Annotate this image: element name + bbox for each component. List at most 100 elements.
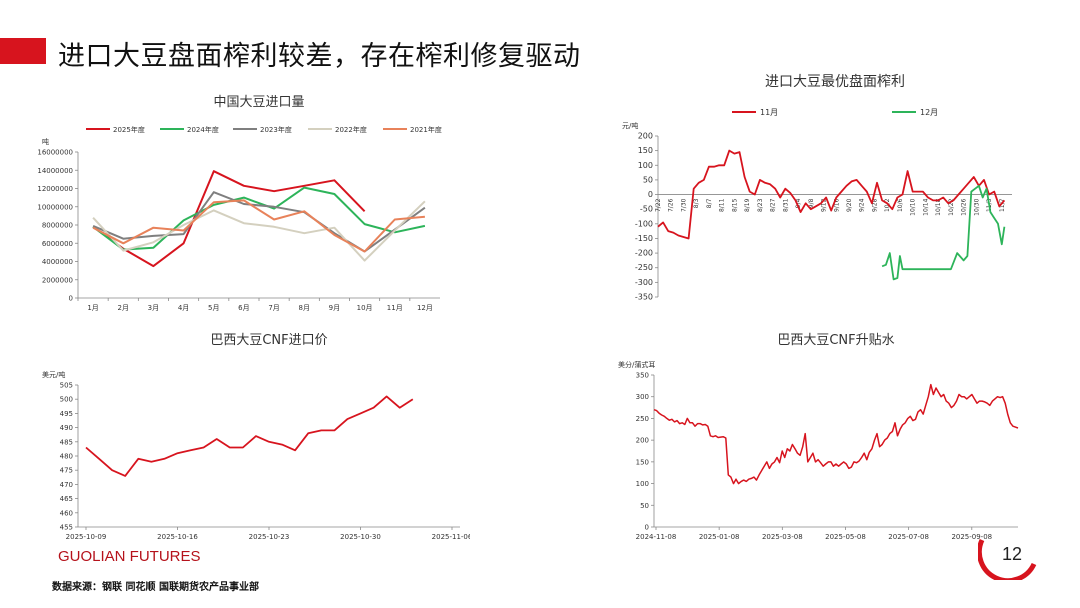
x-tick-label: 8/19 [744,198,751,212]
x-tick-label: 10/10 [910,198,917,215]
y-tick-label: 0 [645,524,649,532]
x-tick-label: 2025-10-23 [249,533,290,541]
y-tick-label: 470 [60,481,73,489]
y-tick-label: -250 [635,263,653,272]
data-source-note: 数据来源：钢联 同花顺 国联期货农产品事业部 [52,582,259,593]
x-tick-label: 9/12 [821,198,828,212]
x-tick-label: 7/26 [668,198,675,212]
page-number: 12 [1001,544,1023,564]
x-tick-label: 8/3 [693,198,700,208]
chart-soy-import-volume: 中国大豆进口量吨 0 2000000 4000000 6000000 8000000 100… [38,92,458,322]
y-tick-label: 465 [60,495,73,503]
x-tick-label: 4月 [178,304,189,312]
series-line-2022年度 [92,200,426,262]
x-tick-label: 9月 [329,304,340,312]
y-tick-label: -150 [635,234,653,243]
x-tick-label: 1月 [87,304,98,312]
x-tick-label: 10/30 [973,198,980,215]
y-tick-label: -350 [635,293,653,302]
chart-title: 进口大豆最优盘面榨利 [765,73,905,90]
y-tick-label: 4000000 [42,258,73,266]
x-tick-label: 9/28 [871,198,878,212]
y-tick-label: 150 [638,146,653,155]
y-tick-label: 200 [636,437,649,445]
series-line-2025年度 [92,170,366,268]
page-number-arc-icon [978,538,1037,580]
x-tick-label: 10/6 [897,198,904,212]
series-line-2024年度 [92,186,426,251]
chart-title: 中国大豆进口量 [213,95,304,110]
x-tick-label: 2月 [118,304,129,312]
y-tick-label: 50 [640,502,649,510]
y-tick-label: -200 [635,249,653,258]
x-tick-label: 11月 [387,304,403,312]
chart-title: 巴西大豆CNF升贴水 [777,333,894,348]
chart-brazil-cnf-price: 巴西大豆CNF进口价 美元/吨 455 460 465 470 475 480 485 490 49… [40,330,470,545]
x-tick-label: 8/31 [782,198,789,212]
x-tick-label: 10/26 [961,198,968,215]
y-axis-unit-label: 美分/蒲式耳 [618,360,655,369]
x-tick-label: 8/23 [757,198,764,212]
y-tick-label: 14000000 [38,167,73,175]
y-tick-label: 16000000 [38,149,73,157]
y-tick-label: 480 [60,453,73,461]
series-line-2021年度 [92,199,425,253]
y-tick-label: 6000000 [42,240,73,248]
x-tick-label: 8/7 [706,198,713,208]
x-tick-label: 2025-10-09 [66,533,107,541]
legend-label: 2022年度 [335,125,367,134]
x-tick-label: 2025-09-08 [951,533,992,541]
x-tick-label: 8月 [299,304,310,312]
chart-crush-margin: 进口大豆最优盘面榨利 元/吨 -350 -300 -250 -200 -150 -100 -50… [620,72,1040,312]
legend-label: 2024年度 [187,125,219,134]
legend-label: 11月 [760,108,778,117]
x-tick-label: 10/18 [935,198,942,215]
y-tick-label: 200 [638,132,653,141]
legend-label: 12月 [920,108,938,117]
x-tick-label: 7月 [268,304,279,312]
y-axis-unit-label: 吨 [42,137,49,146]
y-tick-label: 300 [636,393,649,401]
y-axis-unit-label: 元/吨 [622,121,638,130]
x-tick-label: 9/24 [859,198,866,212]
x-tick-label: 9/20 [846,198,853,212]
y-tick-label: 460 [60,509,73,517]
x-tick-label: 9/8 [808,198,815,208]
series-line-cnf-premium [653,383,1019,485]
series-line-cnf-price [85,395,414,477]
y-tick-label: 50 [643,175,653,184]
x-tick-label: 7/22 [655,198,662,212]
x-tick-label: 2025-05-08 [825,533,866,541]
page-title: 进口大豆盘面榨利较差，存在榨利修复驱动 [58,41,581,72]
x-tick-label: 2025-11-06 [432,533,470,541]
x-tick-label: 2024-11-08 [636,533,677,541]
legend-label: 2023年度 [260,125,292,134]
x-tick-label: 2025-03-08 [762,533,803,541]
x-tick-label: 6月 [238,304,249,312]
x-tick-label: 2025-07-08 [888,533,929,541]
x-tick-label: 10月 [357,304,373,312]
y-tick-label: 505 [60,382,73,390]
y-tick-label: 0 [69,295,73,303]
y-tick-label: 485 [60,438,73,446]
y-tick-label: 495 [60,410,73,418]
x-tick-label: 7/30 [680,198,687,212]
y-axis-unit-label: 美元/吨 [42,370,65,379]
x-tick-label: 2025-10-30 [340,533,381,541]
chart-brazil-cnf-premium: 巴西大豆CNF升贴水 美分/蒲式耳 0 50 100 150 200 250 300 350 202… [618,330,1038,545]
y-tick-label: 455 [60,524,73,532]
x-tick-label: 8/27 [770,198,777,212]
series-line-2023年度 [92,191,426,253]
y-tick-label: 2000000 [42,276,73,284]
y-tick-label: 100 [636,480,649,488]
series-line-12月 [881,184,1006,281]
x-tick-label: 11/7 [999,198,1006,212]
y-tick-label: 250 [636,415,649,423]
x-tick-label: 9/4 [795,198,802,208]
x-tick-label: 3月 [148,304,159,312]
y-tick-label: -300 [635,278,653,287]
y-tick-label: 350 [636,372,649,380]
